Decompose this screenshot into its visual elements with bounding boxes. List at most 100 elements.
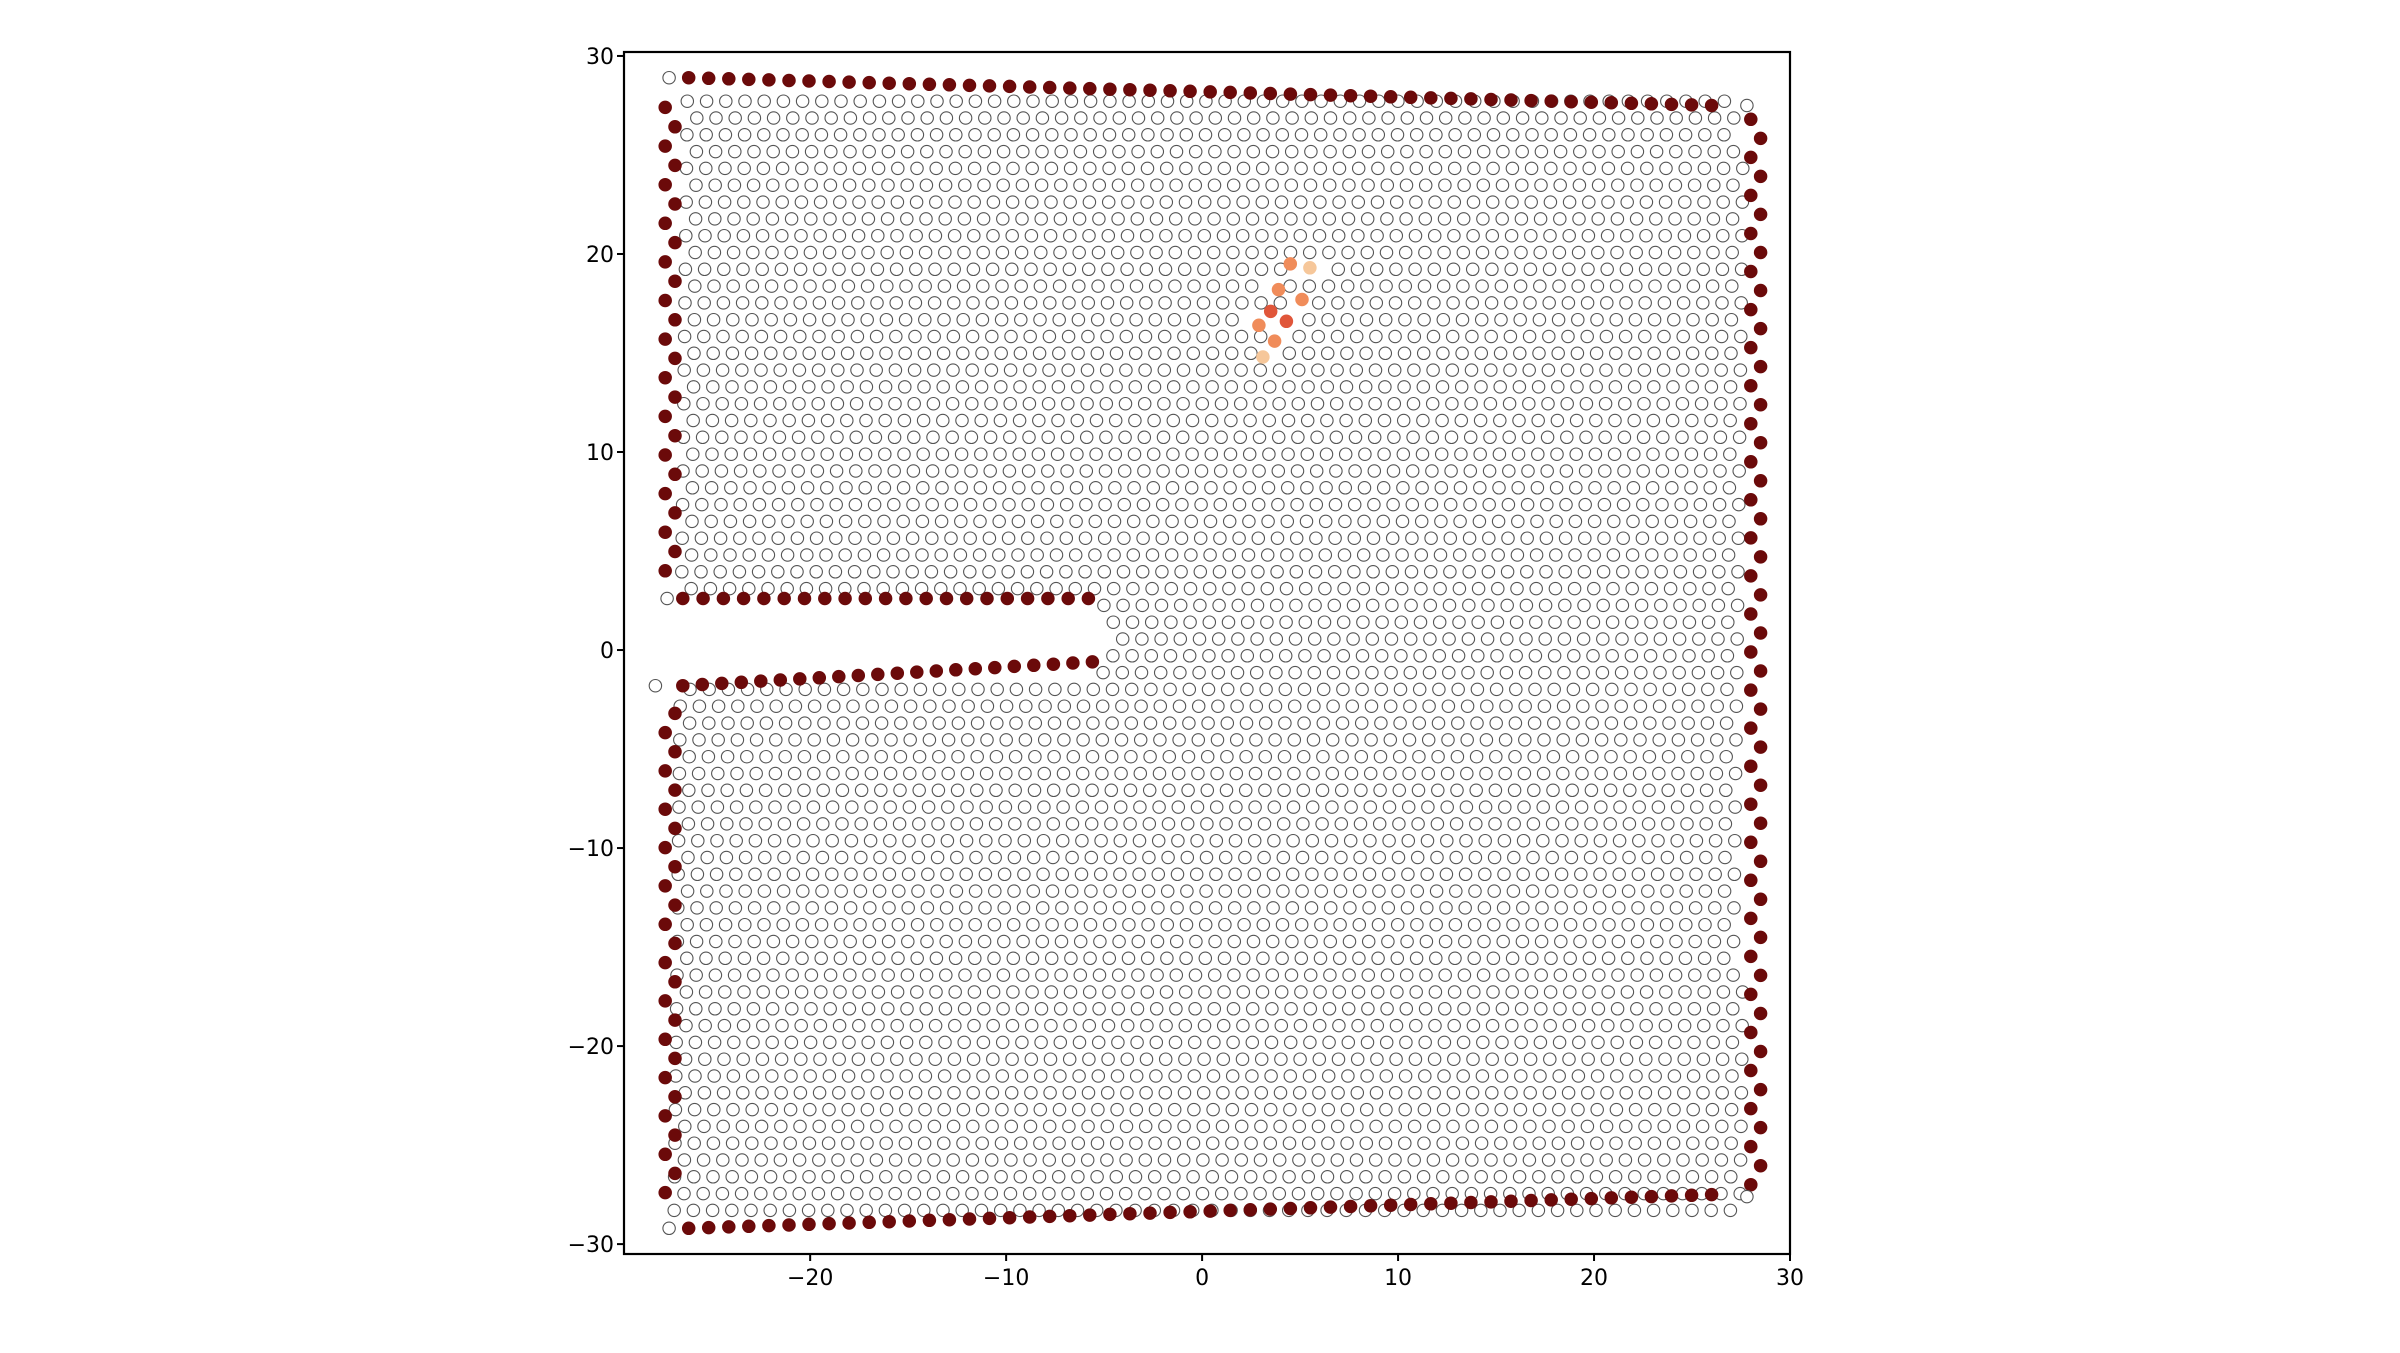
lattice-point <box>1281 413 1296 428</box>
lattice-point <box>955 1203 969 1218</box>
lattice-point <box>1149 212 1164 226</box>
lattice-point <box>1380 144 1395 159</box>
lattice-point <box>718 951 732 966</box>
lattice-point <box>1725 279 1739 293</box>
lattice-point <box>711 766 725 781</box>
boundary-point-right <box>1753 702 1768 716</box>
lattice-point <box>1396 447 1411 461</box>
lattice-point <box>1116 598 1130 613</box>
lattice-point <box>1094 833 1108 848</box>
lattice-point <box>919 212 933 226</box>
lattice-point <box>1170 111 1184 125</box>
lattice-point <box>1099 1186 1114 1201</box>
lattice-point <box>1415 447 1430 461</box>
lattice-point <box>1003 430 1017 445</box>
lattice-point <box>707 1102 721 1117</box>
lattice-point <box>1363 833 1377 848</box>
lattice-point <box>936 380 950 394</box>
lattice-point <box>1571 1102 1585 1117</box>
lattice-point <box>1070 380 1085 394</box>
lattice-point <box>1464 363 1479 377</box>
lattice-point <box>1354 716 1369 730</box>
lattice-point <box>948 195 962 209</box>
lattice-point <box>1731 531 1746 545</box>
lattice-point <box>1256 917 1271 932</box>
lattice-point <box>758 783 773 798</box>
lattice-point <box>718 128 733 142</box>
lattice-point <box>1446 296 1460 310</box>
boundary-point-bottom <box>922 1213 937 1228</box>
lattice-point <box>998 833 1012 848</box>
lattice-point <box>1237 128 1251 142</box>
lattice-point <box>1670 833 1684 848</box>
lattice-point <box>881 178 895 192</box>
lattice-point <box>1539 565 1553 579</box>
lattice-point <box>1670 867 1684 882</box>
lattice-point <box>1630 934 1645 949</box>
lattice-point <box>690 867 705 882</box>
lattice-point <box>1729 733 1743 747</box>
lattice-point <box>1349 396 1363 411</box>
lattice-point <box>908 296 923 310</box>
lattice-point <box>1213 497 1228 512</box>
lattice-point <box>1236 985 1251 999</box>
lattice-point <box>1111 1002 1126 1016</box>
lattice-point <box>1249 699 1264 713</box>
lattice-point <box>1506 884 1521 898</box>
lattice-point <box>881 934 896 949</box>
lattice-point <box>892 817 907 831</box>
lattice-point <box>1687 1002 1702 1016</box>
lattice-point <box>1581 1086 1595 1100</box>
lattice-point <box>1566 682 1581 697</box>
lattice-point <box>1707 111 1722 125</box>
lattice-point <box>1628 312 1643 327</box>
lattice-point <box>735 363 749 377</box>
lattice-point <box>1544 917 1559 932</box>
lattice-point <box>930 884 944 898</box>
lattice-point <box>1126 581 1140 596</box>
lattice-point <box>1023 296 1038 310</box>
lattice-point <box>1123 817 1137 831</box>
lattice-point <box>1252 464 1266 478</box>
lattice-point <box>1243 1170 1258 1184</box>
lattice-point <box>1184 548 1198 562</box>
lattice-point <box>794 1018 808 1033</box>
lattice-point <box>918 245 933 260</box>
lattice-point <box>697 329 711 344</box>
lattice-point <box>898 1136 913 1150</box>
lattice-point <box>1545 817 1560 831</box>
lattice-point <box>1545 884 1559 898</box>
lattice-point <box>832 1018 847 1033</box>
lattice-point <box>1316 749 1330 764</box>
lattice-point <box>756 985 770 999</box>
boundary-point-left-lower <box>658 917 672 932</box>
lattice-point <box>1614 665 1629 680</box>
lattice-point <box>1288 632 1303 646</box>
lattice-point <box>1410 884 1425 898</box>
lattice-point <box>1186 380 1200 394</box>
lattice-point <box>1718 850 1732 865</box>
lattice-point <box>1484 296 1499 310</box>
lattice-point <box>1294 161 1308 176</box>
lattice-point <box>995 1102 1009 1117</box>
lattice-point <box>1604 749 1618 764</box>
lattice-point <box>1680 783 1695 798</box>
lattice-point <box>1305 800 1320 814</box>
lattice-point <box>955 1170 970 1184</box>
lattice-point <box>1497 867 1511 882</box>
x-tick-label: 10 <box>1384 1266 1412 1291</box>
lattice-point <box>1735 1052 1749 1066</box>
lattice-point <box>1118 1186 1133 1201</box>
lattice-point <box>1090 380 1104 394</box>
lattice-point <box>1726 1002 1740 1016</box>
lattice-point <box>913 716 927 730</box>
lattice-point <box>1006 917 1021 932</box>
lattice-point <box>725 1136 740 1150</box>
lattice-point <box>1444 430 1459 445</box>
lattice-point <box>1465 262 1480 277</box>
lattice-point <box>1142 817 1157 831</box>
lattice-point <box>1720 649 1735 663</box>
boundary-point-right <box>1753 283 1768 298</box>
lattice-point <box>1658 195 1673 209</box>
lattice-point <box>773 396 787 411</box>
